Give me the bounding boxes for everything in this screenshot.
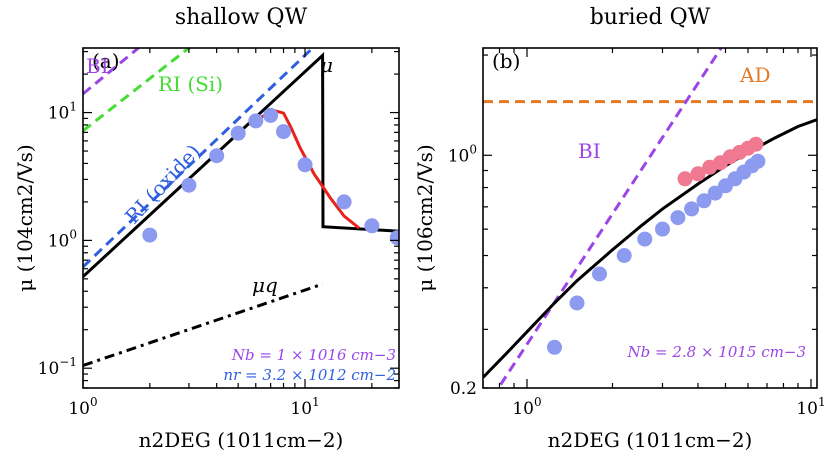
- data-point-a: [389, 230, 399, 246]
- annotation-bi-a: BI: [86, 54, 109, 78]
- x-tick-label-b: 100: [512, 395, 541, 419]
- annotation-nb-b: Nb = 2.8 × 1015 cm−3: [627, 343, 806, 361]
- annotation-nr: nr = 3.2 × 1012 cm−2: [223, 366, 396, 384]
- data-point-a: [364, 218, 380, 234]
- data-point-b: [690, 166, 706, 182]
- y-tick-label-a: 101: [48, 100, 77, 124]
- x-tick-label-a: 100: [68, 395, 97, 419]
- panel-b: buried QW 100 101 0.2 100 (b) AD BI Nb = 2.…: [413, 5, 826, 452]
- panel-a: shallow QW 100 101 10−1 100 101 (a) BI RI (S…: [13, 5, 400, 452]
- data-point-b: [637, 231, 653, 247]
- data-point-b: [696, 193, 712, 209]
- panel-b-label: (b): [492, 49, 520, 73]
- data-point-a: [181, 177, 197, 193]
- series-line-b-total: [483, 118, 817, 379]
- annotation-bi-b: BI: [578, 139, 601, 163]
- data-point-b: [547, 339, 562, 355]
- data-point-b: [748, 136, 764, 152]
- panel-a-xlabel: n2DEG (1011cm−2): [139, 428, 344, 452]
- panel-b-xlabel: n2DEG (1011cm−2): [548, 428, 753, 452]
- data-point-a: [142, 227, 158, 243]
- data-point-a: [230, 125, 246, 141]
- panel-a-title: shallow QW: [175, 5, 308, 30]
- series-line-a--q: [83, 282, 324, 367]
- series-line-b-bi: [496, 48, 723, 388]
- data-point-b: [569, 295, 585, 311]
- annotation-mu-q: μq: [252, 273, 278, 297]
- panel-a-ylabel: μ (104cm2/Vs): [13, 144, 37, 291]
- data-point-b: [616, 248, 632, 263]
- y-tick-label-b: 100: [448, 142, 477, 166]
- data-point-b: [592, 266, 607, 282]
- data-point-b: [655, 221, 670, 237]
- panel-a-frame: [82, 47, 400, 389]
- data-point-a: [336, 194, 352, 210]
- series-line-a-ri-oxide-: [83, 48, 315, 268]
- annotation-mu: μ: [320, 53, 333, 77]
- data-point-b: [670, 210, 686, 226]
- series-line-a-ri-si-: [83, 48, 192, 132]
- annotation-nb-a: Nb = 1 × 1016 cm−3: [231, 346, 396, 364]
- data-point-a: [297, 157, 313, 173]
- panel-b-title: buried QW: [590, 5, 711, 30]
- annotation-ri-si: RI (Si): [158, 72, 223, 96]
- data-point-a: [248, 113, 264, 129]
- panel-b-ylabel: μ (106cm2/Vs): [413, 144, 437, 291]
- data-point-a: [263, 107, 279, 123]
- data-point-a: [276, 124, 291, 140]
- panel-b-frame: [482, 47, 818, 389]
- y-tick-label-b: 0.2: [450, 379, 477, 399]
- y-tick-label-a: 10−1: [38, 355, 77, 379]
- data-point-b: [684, 201, 700, 217]
- y-tick-label-a: 100: [48, 227, 77, 251]
- panel-b-ticks: 100 101 0.2 100: [448, 48, 826, 419]
- annotation-ad: AD: [739, 63, 770, 87]
- series-line-a--: [83, 51, 399, 278]
- data-point-b: [677, 171, 693, 187]
- panel-a-plot-area: [83, 48, 399, 367]
- x-tick-label-a: 101: [290, 395, 319, 419]
- data-point-a: [209, 148, 225, 164]
- x-tick-label-b: 101: [796, 395, 825, 419]
- panel-a-label: (a): [92, 49, 120, 73]
- panel-a-ticks: 100 101 10−1 100 101: [38, 48, 399, 419]
- panel-b-plot-area: [483, 48, 817, 388]
- data-point-b: [750, 153, 766, 169]
